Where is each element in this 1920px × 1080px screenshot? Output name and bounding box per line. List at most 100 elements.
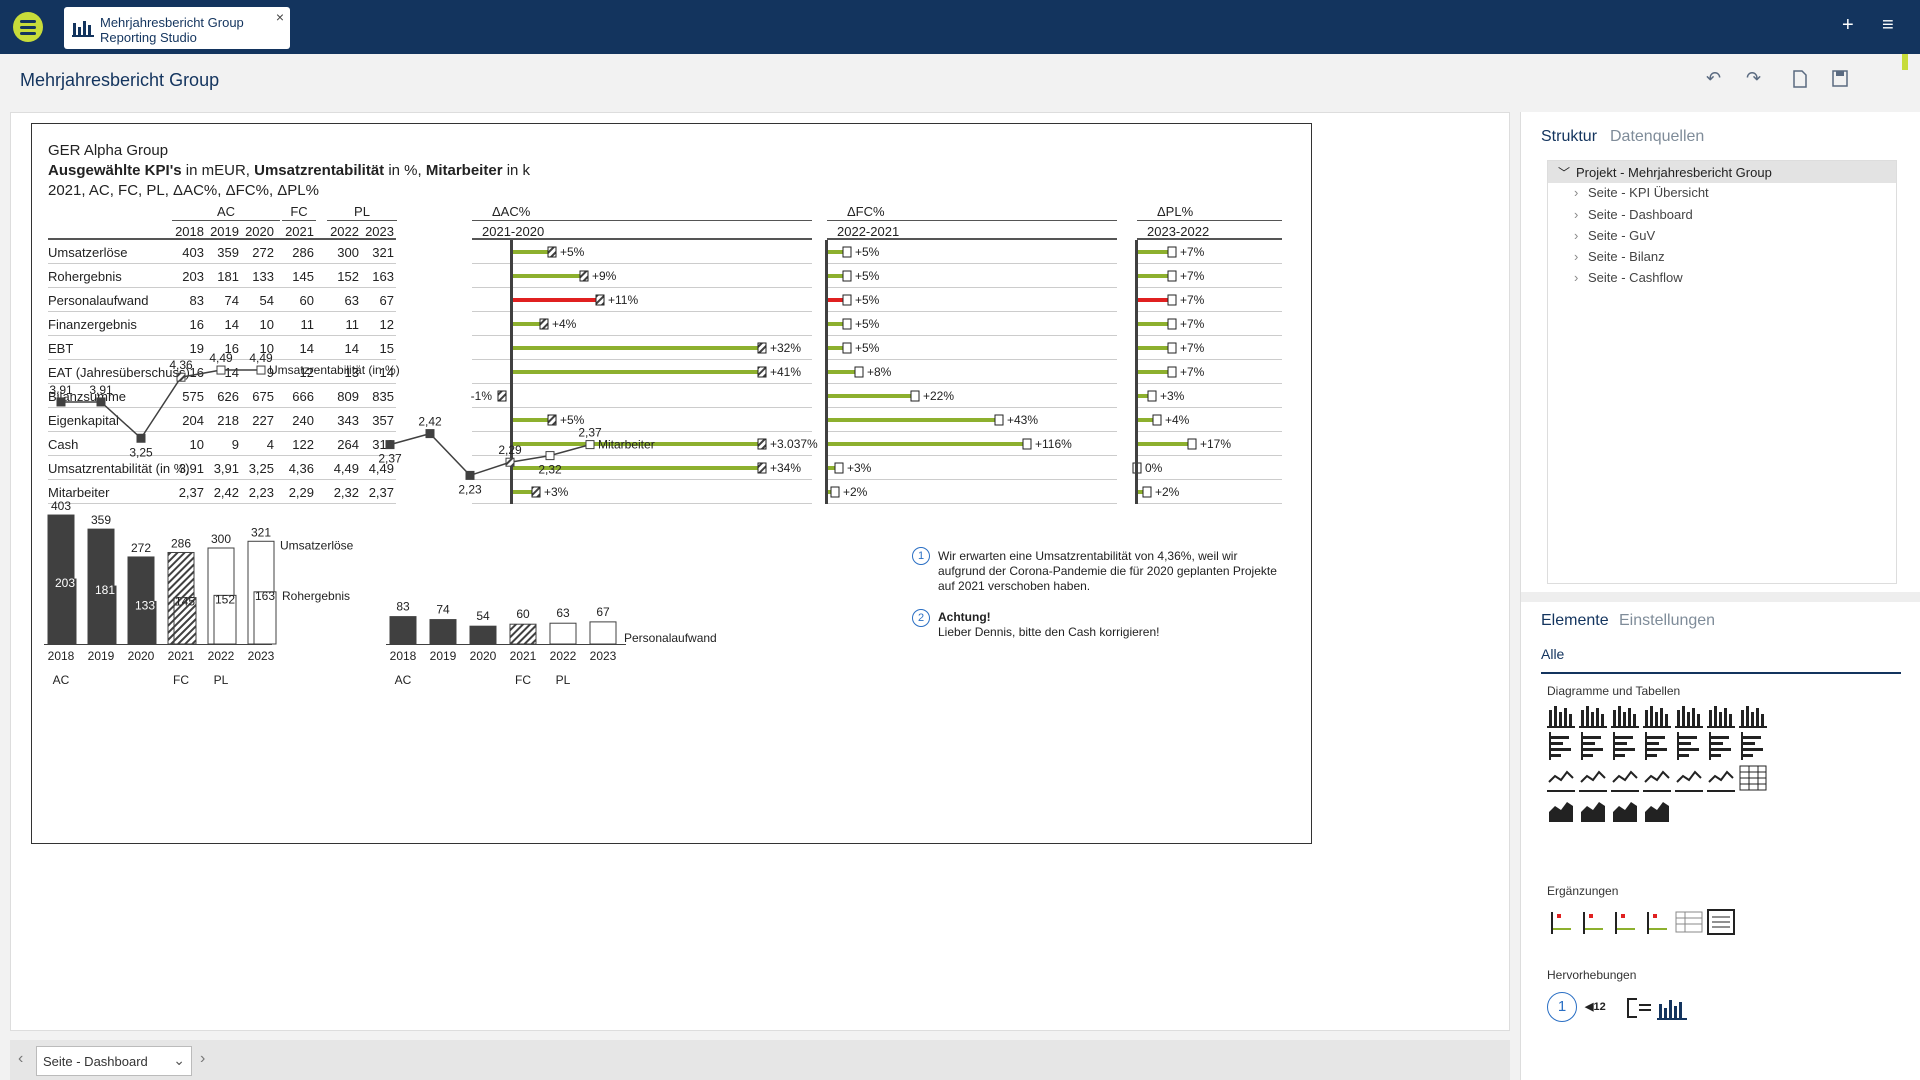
delta-label-dpl: +3% — [1160, 389, 1185, 403]
cell-fc: 4,36 — [288, 461, 314, 476]
highlight-difference-icon[interactable] — [1625, 994, 1657, 1026]
delta-label-dpl: +7% — [1180, 341, 1205, 355]
tree-page-guv[interactable]: › Seite - GuV — [1574, 228, 1656, 243]
sidebar: Struktur Datenquellen ﹀ Projekt - Mehrjah… — [1520, 112, 1920, 1080]
tree-page-dashboard[interactable]: › Seite - Dashboard — [1574, 207, 1693, 222]
chevron-right-icon: › — [1574, 270, 1579, 285]
line-chart-icon[interactable] — [1547, 764, 1579, 796]
highlight-bars-icon[interactable] — [1657, 994, 1689, 1026]
pin-column-icon[interactable] — [1675, 700, 1707, 732]
cell-pl: 63 — [344, 293, 359, 308]
page-select[interactable]: Seite - Dashboard ⌄ — [36, 1046, 192, 1076]
stacked-bar-icon[interactable] — [1579, 732, 1611, 764]
delta-label-dac: +41% — [770, 365, 801, 379]
pin-bar-icon[interactable] — [1675, 732, 1707, 764]
highlight-number-icon[interactable]: 1 — [1547, 992, 1577, 1022]
close-tab-icon[interactable]: × — [275, 9, 284, 25]
variance-red-icon[interactable] — [1547, 908, 1579, 940]
comment-line-icon[interactable] — [1643, 908, 1675, 940]
redo-icon[interactable]: ↷ — [1746, 68, 1762, 88]
delta-marker-dpl — [1167, 342, 1177, 354]
cell-ac: 218 — [217, 413, 239, 428]
dot-chart-icon[interactable] — [1611, 764, 1643, 796]
delta-marker-dpl — [1167, 294, 1177, 306]
stacked-column-icon[interactable] — [1579, 700, 1611, 732]
variance-bar-icon[interactable] — [1643, 732, 1675, 764]
pin-variance-bar-icon[interactable] — [1707, 732, 1739, 764]
year-header-pl: 2023 — [365, 224, 394, 239]
tab-elemente[interactable]: Elemente — [1541, 612, 1609, 629]
tree-page-kpi[interactable]: › Seite - KPI Übersicht — [1574, 185, 1709, 200]
pin-variance-icon[interactable] — [1707, 700, 1739, 732]
area-chart-icon[interactable] — [1547, 796, 1579, 828]
delta-row-rule — [472, 335, 812, 336]
cell-fc: 145 — [292, 269, 314, 284]
delta-marker-dpl — [1152, 414, 1162, 426]
waterfall-column-icon[interactable] — [1739, 700, 1771, 732]
bar-personalaufwand — [429, 619, 457, 645]
column-chart-icon[interactable] — [1547, 700, 1579, 732]
delta-marker-dfc — [842, 294, 852, 306]
menu-icon[interactable]: ≡ — [1882, 14, 1894, 36]
delta-label-dfc: +43% — [1007, 413, 1038, 427]
highlight-value-icon[interactable]: ◀12 — [1585, 1001, 1606, 1013]
variance-column-icon[interactable] — [1643, 700, 1675, 732]
delta-label-dpl: +7% — [1180, 245, 1205, 259]
bar-rohergebnis-label: 145 — [175, 595, 195, 609]
report-area[interactable]: GER Alpha Group Ausgewählte KPI's in mEU… — [31, 123, 1312, 844]
point-label-umsatzrentabilitaet: 4,49 — [249, 351, 273, 365]
variance-green-icon[interactable] — [1579, 908, 1611, 940]
point-label-umsatzrentabilitaet: 3,25 — [129, 445, 153, 459]
new-document-icon[interactable] — [1792, 70, 1808, 88]
delta-row-rule — [472, 455, 812, 456]
area-band-icon[interactable] — [1643, 796, 1675, 828]
multi-line-icon[interactable] — [1579, 764, 1611, 796]
delta-label-dfc: +5% — [855, 269, 880, 283]
multi-variance-icon[interactable] — [1707, 764, 1739, 796]
waterfall-bar-icon[interactable] — [1739, 732, 1771, 764]
save-icon[interactable] — [1832, 70, 1848, 88]
text-box-icon[interactable] — [1707, 908, 1739, 940]
scenario-label-right: FC — [515, 673, 531, 687]
row-label: Umsatzrentabilität (in %) — [48, 461, 190, 476]
tab-struktur[interactable]: Struktur — [1541, 128, 1598, 145]
stacked-area-icon[interactable] — [1611, 796, 1643, 828]
add-icon[interactable]: + — [1842, 14, 1854, 36]
bar-personalaufwand — [549, 622, 577, 645]
area-variance-icon[interactable] — [1579, 796, 1611, 828]
filter-alle[interactable]: Alle — [1541, 646, 1565, 662]
x-tick-right: 2022 — [550, 649, 577, 663]
delta-bar-dpl — [1137, 418, 1157, 422]
tree-project[interactable]: ﹀ Projekt - Mehrjahresbericht Group — [1548, 161, 1896, 183]
delta-label-dac: +5% — [560, 245, 585, 259]
next-page-icon[interactable]: › — [200, 1050, 206, 1067]
delta-row-rule — [472, 383, 812, 384]
delta-marker-dac — [547, 414, 557, 426]
table-icon[interactable] — [1739, 764, 1771, 796]
tab-einstellungen[interactable]: Einstellungen — [1619, 612, 1716, 629]
tree-page-bilanz[interactable]: › Seite - Bilanz — [1574, 249, 1665, 264]
point-mitarbeiter — [465, 470, 475, 480]
tab-datenquellen[interactable]: Datenquellen — [1610, 128, 1705, 145]
row-label: Mitarbeiter — [48, 485, 110, 500]
line-variance-icon[interactable] — [1675, 764, 1707, 796]
line-mitarbeiter — [389, 432, 591, 477]
app-logo-icon[interactable] — [13, 12, 43, 42]
comment-bar-icon[interactable] — [1611, 908, 1643, 940]
delta-row-rule — [472, 263, 812, 264]
bar-umsatz-label: 286 — [171, 536, 191, 550]
tree-page-cashflow[interactable]: › Seite - Cashflow — [1574, 270, 1683, 285]
prev-page-icon[interactable]: ‹ — [18, 1050, 24, 1067]
grouped-bar-icon[interactable] — [1611, 732, 1643, 764]
report-tab[interactable]: Mehrjahresbericht Group Reporting Studio … — [64, 7, 290, 49]
undo-icon[interactable]: ↶ — [1706, 68, 1722, 88]
delta-title-dac: ΔAC% — [492, 204, 531, 219]
scenario-label-left: AC — [53, 673, 70, 687]
row-label: Eigenkapital — [48, 413, 119, 428]
multi-dot-icon[interactable] — [1643, 764, 1675, 796]
delta-marker-dfc — [854, 366, 864, 378]
group-header-pl: PL — [354, 204, 370, 219]
grouped-column-icon[interactable] — [1611, 700, 1643, 732]
bar-chart-icon[interactable] — [1547, 732, 1579, 764]
grid-table-icon[interactable] — [1675, 908, 1707, 940]
